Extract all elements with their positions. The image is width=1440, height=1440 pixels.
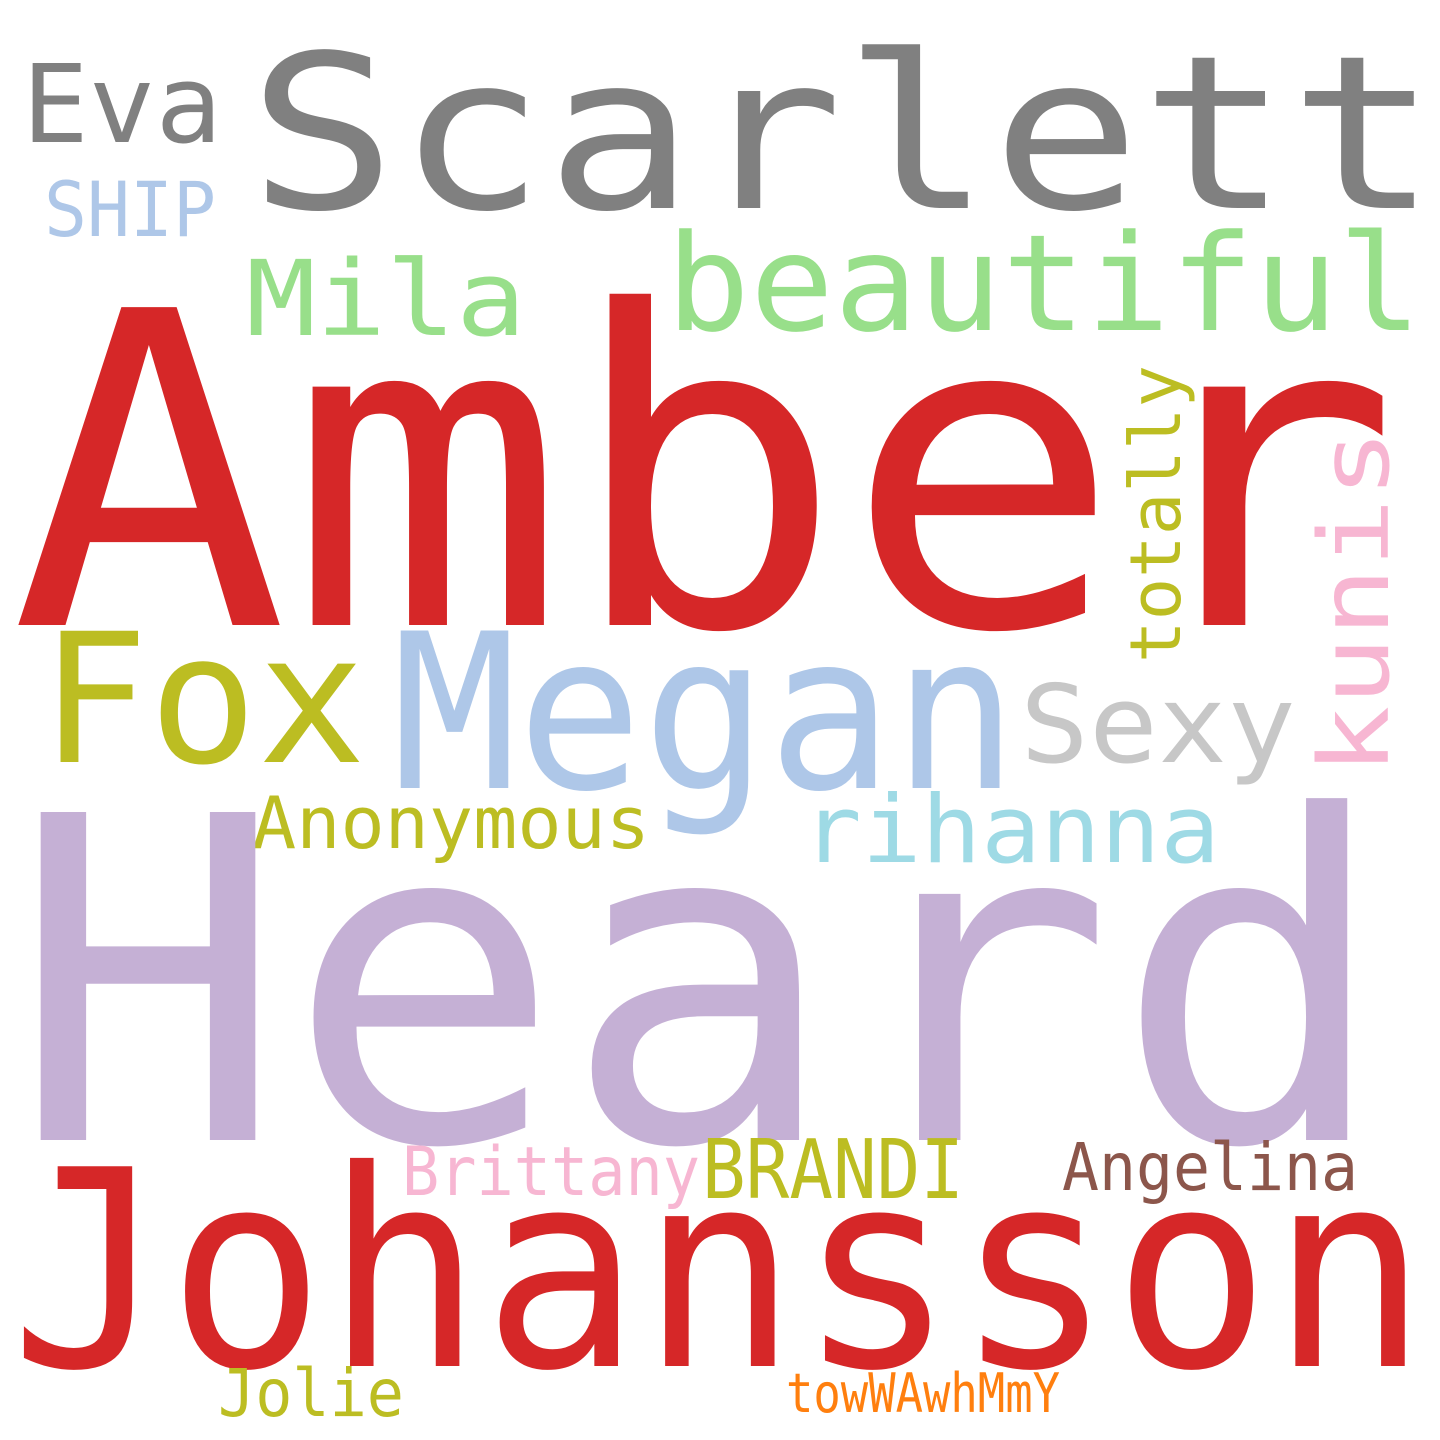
word-ship: SHIP (44, 165, 216, 254)
word-scarlett: Scarlett (248, 10, 1438, 259)
word-sexy: Sexy (1020, 663, 1296, 788)
word-heard: Heard (10, 723, 1390, 1247)
word-eva: Eva (22, 43, 222, 168)
word-totally: totally (1115, 365, 1197, 663)
word-jolie: Jolie (218, 1355, 404, 1432)
word-anonymous: Anonymous (252, 781, 650, 865)
word-angelina: Angelina (1062, 1129, 1358, 1206)
word-fox: Fox (40, 596, 366, 805)
word-rihanna: rihanna (802, 776, 1220, 885)
word-mila: Mila (246, 238, 526, 360)
word-brandi: BRANDI (702, 1123, 964, 1218)
word-amber: Amber (10, 220, 1400, 728)
word-johansson: Johansson (10, 1112, 1428, 1431)
word-beautiful: beautiful (666, 206, 1422, 362)
word-towwawhmmy: towWAwhMmY (786, 1362, 1060, 1425)
word-kunis: kunis (1299, 429, 1411, 775)
word-megan: Megan (392, 588, 1018, 839)
word-brittany: Brittany (402, 1133, 700, 1212)
